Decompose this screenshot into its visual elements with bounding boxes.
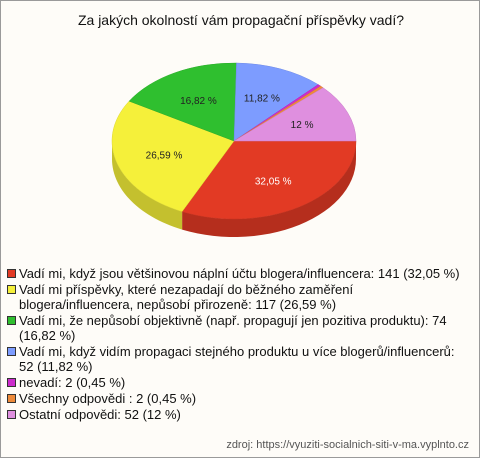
legend-label: nevadí: 2 (0,45 %) [19,375,126,390]
slice [233,87,357,142]
legend-swatch [7,285,16,294]
slice [233,62,319,142]
legend-item: Vadí mi, že nepůsobí objektivně (např. p… [7,313,469,343]
legend-swatch [7,269,16,278]
source: zdroj: https://vyuziti-socialnich-siti-v… [226,439,469,451]
chart-title: Za jakých okolností vám propagační přísp… [78,12,404,28]
legend-label: Vadí mi, že nepůsobí objektivně (např. p… [19,313,447,343]
slice-side [112,141,183,230]
legend-swatch [7,378,16,387]
legend-item: Všechny odpovědi : 2 (0,45 %) [7,391,469,406]
slice [181,140,357,220]
legend-item: Vadí mi, když jsou většinovou náplní účt… [7,266,469,281]
legend-item: Vadí mi příspěvky, které nezapadají do b… [7,282,469,312]
legend-swatch [7,410,16,419]
legend: Vadí mi, když jsou většinovou náplní účt… [7,266,469,423]
legend-label: Všechny odpovědi : 2 (0,45 %) [19,391,197,406]
legend-swatch [7,394,16,403]
legend-label: Vadí mi, když vidím propagaci stejného p… [19,344,455,374]
slice [111,100,235,212]
data-label: 12 % [291,120,314,131]
legend-swatch [7,316,16,325]
legend-label: Vadí mi příspěvky, které nezapadají do b… [19,282,354,312]
legend-swatch [7,347,16,356]
legend-label: Ostatní odpovědi: 52 (12 %) [19,407,181,422]
data-label: 16,82 % [180,96,217,107]
data-label: 32,05 % [255,177,292,188]
pie-area: Za jakých okolností vám propagační přísp… [78,12,404,237]
data-label: 11,82 % [244,94,280,105]
slice-side [182,141,356,237]
legend-label: Vadí mi, když jsou většinovou náplní účt… [19,266,460,281]
data-label: 26,59 % [146,151,183,162]
slice [128,62,237,142]
legend-item: Ostatní odpovědi: 52 (12 %) [7,407,469,422]
legend-item: nevadí: 2 (0,45 %) [7,375,469,390]
legend-item: Vadí mi, když vidím propagaci stejného p… [7,344,469,374]
